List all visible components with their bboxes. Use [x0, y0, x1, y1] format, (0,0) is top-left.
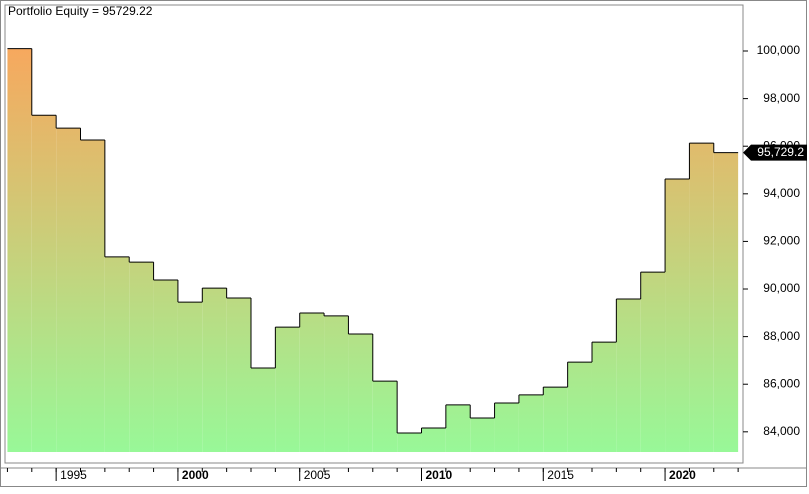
equity-area [275, 327, 300, 452]
equity-area [202, 288, 227, 452]
equity-area [567, 362, 592, 452]
equity-area [494, 403, 519, 452]
equity-area [251, 368, 276, 452]
y-tick-label: 100,000 [757, 43, 801, 57]
equity-area [80, 140, 105, 453]
equity-area [445, 404, 471, 452]
x-tick-label: 1995 [60, 468, 87, 482]
y-tick-label: 94,000 [763, 186, 800, 200]
chart-title: Portfolio Equity = 95729.22 [8, 4, 153, 18]
equity-area [104, 256, 130, 452]
equity-area [421, 428, 446, 452]
equity-area [7, 48, 32, 452]
y-tick-label: 90,000 [763, 281, 800, 295]
equity-area [299, 313, 325, 452]
x-tick-label: 2000 [182, 468, 209, 482]
equity-area [543, 387, 568, 452]
equity-area [324, 315, 349, 452]
equity-area [665, 179, 690, 452]
equity-area [397, 433, 422, 452]
y-tick-label: 98,000 [763, 91, 800, 105]
equity-area [616, 299, 641, 452]
last-value-label: 95,729.2 [757, 145, 804, 159]
y-tick-label: 86,000 [763, 376, 800, 390]
y-tick-label: 84,000 [763, 424, 800, 438]
equity-area [518, 394, 544, 452]
y-tick-label: 92,000 [763, 234, 800, 248]
x-tick-label: 2020 [669, 468, 696, 482]
equity-area [31, 115, 57, 452]
x-tick-label: 2015 [547, 468, 574, 482]
x-tick-label: 2010 [425, 468, 452, 482]
equity-area [713, 152, 739, 452]
equity-area [470, 418, 495, 452]
equity-area [56, 128, 81, 452]
plot-frame [4, 4, 744, 464]
equity-area [153, 279, 178, 452]
equity-area [372, 381, 398, 452]
equity-area [177, 302, 203, 452]
equity-area [689, 143, 714, 453]
equity-area [129, 262, 154, 452]
last-value-tag [743, 144, 807, 161]
equity-area [640, 272, 666, 452]
equity-area [591, 342, 617, 452]
equity-area [348, 333, 373, 452]
equity-area [226, 298, 251, 452]
x-tick-label: 2005 [304, 468, 331, 482]
y-tick-label: 88,000 [763, 329, 800, 343]
